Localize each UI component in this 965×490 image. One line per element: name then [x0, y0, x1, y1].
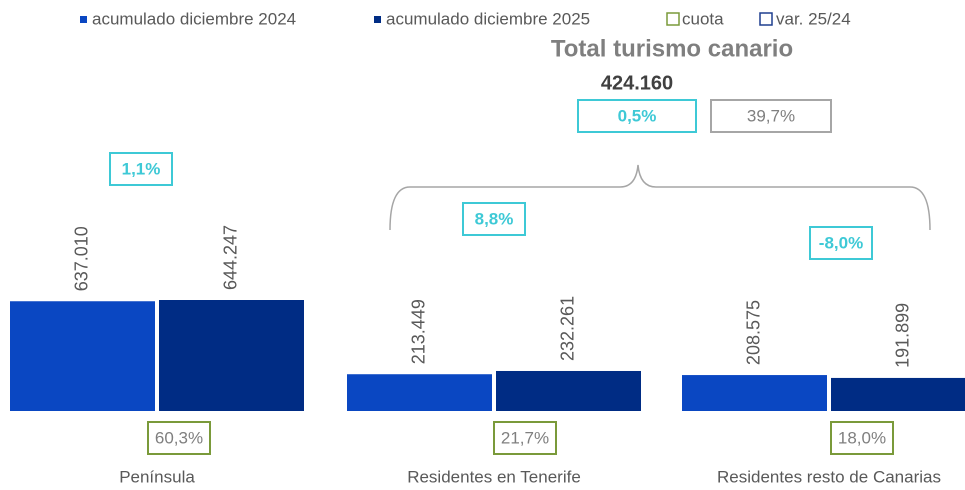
- var-label-box: [462, 202, 526, 236]
- cuota-label-box: [830, 421, 894, 455]
- legend-marker: [666, 12, 680, 26]
- chart-title: Total turismo canario: [551, 35, 793, 62]
- cuota-total: 39,7%: [747, 106, 795, 125]
- var-total: 0,5%: [618, 106, 657, 125]
- cuota-label: 21,7%: [501, 428, 549, 447]
- bar: [682, 375, 827, 411]
- bar: [347, 374, 492, 411]
- var-total-box: [577, 99, 697, 133]
- var-label-box: [109, 152, 173, 186]
- bar: [10, 301, 155, 411]
- bar: [496, 370, 641, 411]
- legend-label: acumulado diciembre 2025: [386, 9, 590, 28]
- legend-label: var. 25/24: [776, 9, 851, 28]
- var-label-box: [809, 226, 873, 260]
- cuota-label: 18,0%: [838, 428, 886, 447]
- bar: [159, 300, 304, 411]
- value-label: 644.247: [220, 225, 240, 290]
- var-label: 8,8%: [475, 209, 514, 228]
- cuota-label: 60,3%: [155, 428, 203, 447]
- value-label: 232.261: [557, 296, 577, 361]
- value-label: 191.899: [892, 303, 912, 368]
- brace: [389, 164, 931, 231]
- legend-marker: [374, 16, 381, 23]
- x-tick-label: Residentes resto de Canarias: [717, 467, 941, 486]
- legend-marker: [80, 16, 87, 23]
- x-tick-label: Península: [119, 467, 195, 486]
- var-label: -8,0%: [819, 233, 863, 252]
- cuota-label-box: [493, 421, 557, 455]
- x-tick-label: Residentes en Tenerife: [407, 467, 581, 486]
- var-label: 1,1%: [122, 159, 161, 178]
- cuota-label-box: [147, 421, 211, 455]
- bar: [831, 377, 965, 411]
- legend-label: cuota: [682, 9, 724, 28]
- value-label: 637.010: [71, 226, 91, 291]
- cuota-total-box: [710, 99, 832, 133]
- total-value: 424.160: [601, 72, 673, 94]
- value-label: 213.449: [408, 299, 428, 364]
- value-label: 208.575: [743, 300, 763, 365]
- legend-label: acumulado diciembre 2024: [92, 9, 296, 28]
- legend-marker: [759, 12, 773, 26]
